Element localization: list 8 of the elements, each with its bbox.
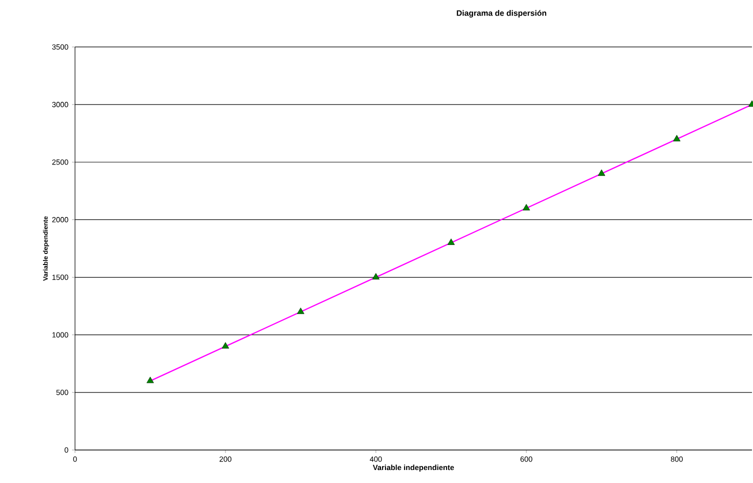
point	[146, 376, 154, 384]
point	[522, 204, 530, 210]
point	[222, 342, 230, 349]
point	[598, 169, 606, 176]
point	[297, 308, 304, 314]
point	[372, 273, 380, 280]
point	[447, 238, 455, 245]
point	[673, 134, 680, 142]
